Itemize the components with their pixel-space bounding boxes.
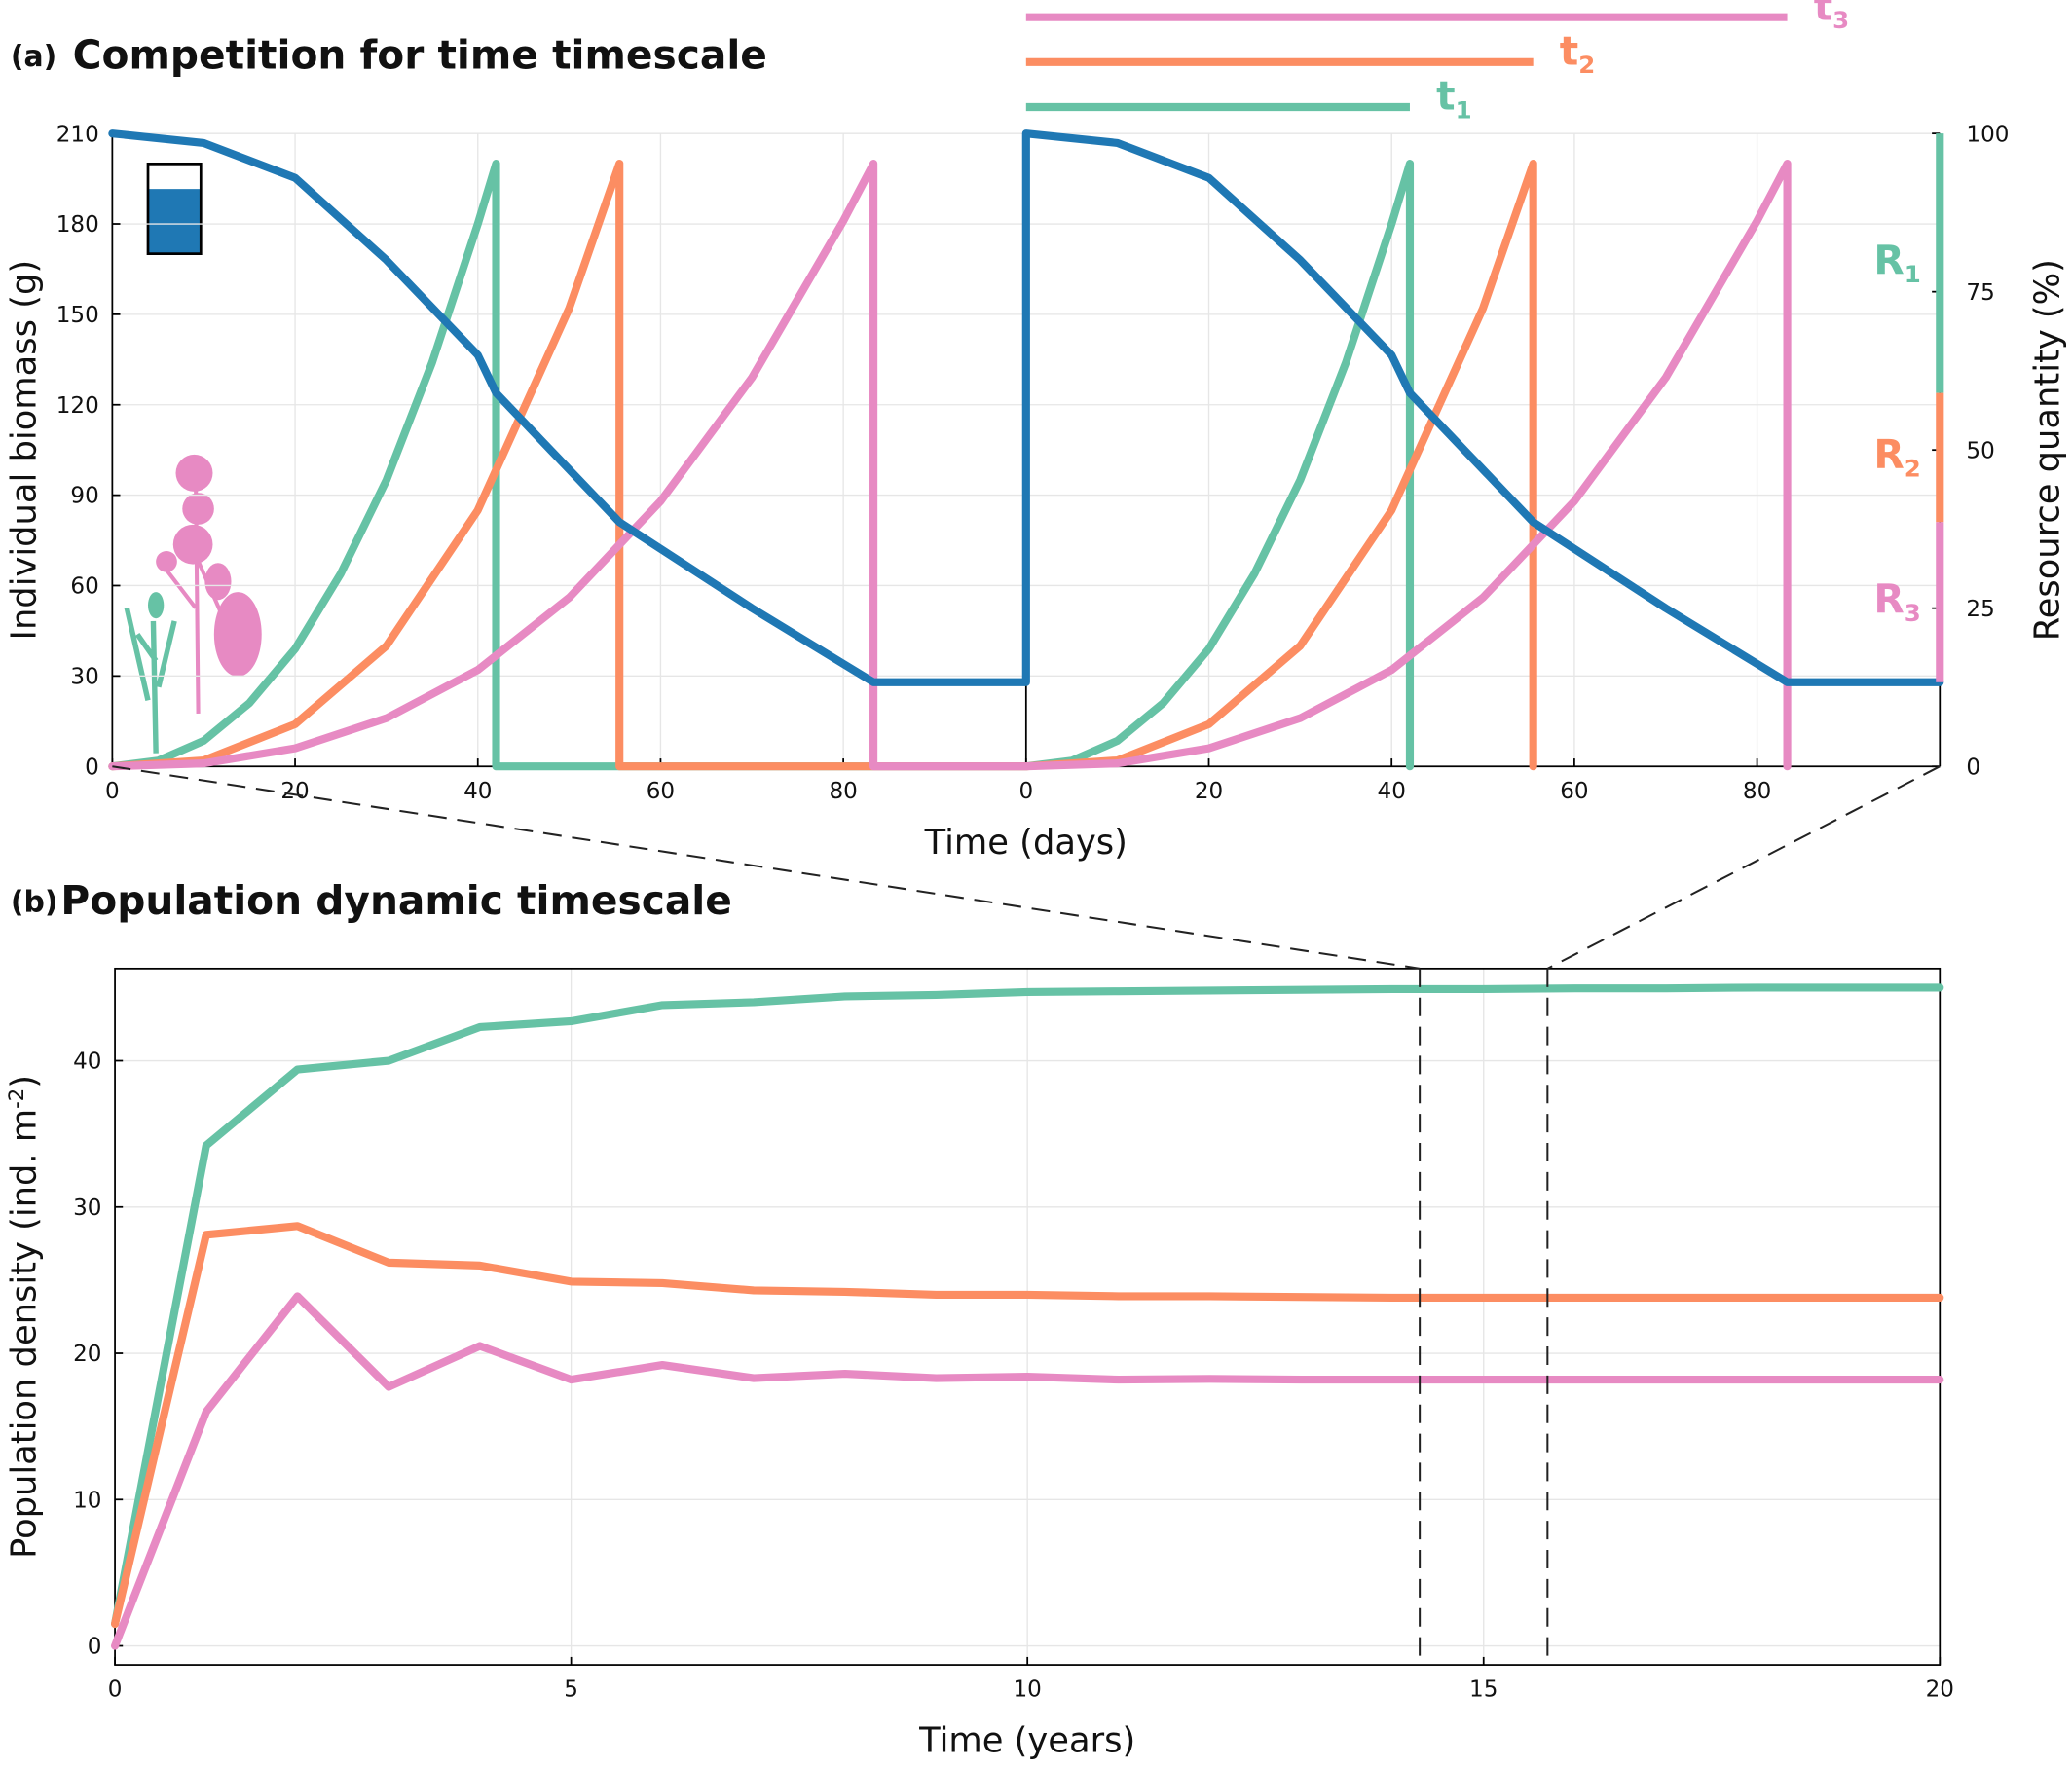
y-tick-label: 90 [70,484,98,509]
resource-label-base: R [1873,575,1904,622]
resource-label-sub: 1 [1905,260,1921,288]
y-tick-label: 10 [73,1488,101,1513]
panel-label: (a) [11,40,56,74]
y-tick-label: 180 [56,212,99,238]
data-line [108,160,1537,771]
x-tick-label: 40 [1378,779,1406,804]
y-tick-label: 0 [85,755,99,780]
x-axis-label: Time (days) [924,823,1128,863]
y-tick-label: 40 [73,1050,101,1075]
bucket-icon [146,163,203,256]
y2-tick-label: 0 [1966,755,1980,780]
chart-title: Population dynamic timescale [60,877,731,924]
x-tick-label: 0 [1018,779,1033,804]
resource-label: R1 [1873,237,1920,288]
duration-label: t3 [1814,0,1849,34]
y2-axis-label: Resource quantity (%) [2027,259,2067,641]
duration-label-base: t [1560,28,1578,75]
y-tick-label: 30 [73,1196,101,1221]
y-axis-label: Population density (ind. m-2) [4,1075,45,1559]
zoom-connector [1546,765,1941,970]
x-tick-label: 80 [829,779,857,804]
x-tick-label: 60 [1560,779,1588,804]
y-tick-label: 210 [56,122,99,147]
data-line [108,129,1944,686]
y-axis-label-part: Population density (ind. m [5,1109,45,1559]
x-tick-label: 5 [564,1677,578,1703]
resource-label-base: R [1873,237,1904,283]
x-tick-label: 0 [108,1677,123,1703]
x-tick-label: 0 [105,779,120,804]
x-tick-label: 20 [1195,779,1223,804]
plant-icon [124,454,262,754]
y2-tick-label: 25 [1966,597,1994,622]
x-axis-label: Time (years) [918,1721,1135,1761]
x-tick-label: 20 [1926,1677,1954,1703]
x-tick-label: 40 [463,779,492,804]
x-tick-label: 20 [280,779,309,804]
data-line [111,983,1944,1629]
data-line [111,1292,1944,1650]
duration-label: t1 [1436,73,1471,125]
resource-label: R2 [1873,431,1920,483]
y-tick-label: 60 [70,574,98,600]
y-tick-label: 150 [56,303,99,328]
x-tick-label: 60 [647,779,675,804]
plot-frame [114,967,1942,1666]
y2-tick-label: 100 [1966,122,2009,147]
duration-label-base: t [1814,0,1832,29]
duration-label-sub: 1 [1456,95,1472,124]
resource-label-sub: 2 [1905,454,1921,482]
y-tick-label: 120 [56,393,99,419]
y-axis-label: Individual biomass (g) [5,260,45,641]
data-line [108,160,1792,771]
resource-label-base: R [1873,431,1904,478]
y-tick-label: 0 [88,1635,102,1660]
panel-label: (b) [11,886,58,920]
y-axis-label-part: ) [5,1075,45,1088]
x-tick-label: 80 [1743,779,1771,804]
x-tick-label: 15 [1469,1677,1498,1703]
chart-title: Competition for time timescale [73,32,767,79]
duration-label: t2 [1560,28,1595,80]
duration-label-base: t [1436,73,1455,120]
duration-label-sub: 2 [1578,51,1595,79]
data-line [111,1222,1944,1629]
y-tick-label: 30 [70,664,98,689]
y2-tick-label: 50 [1966,438,1994,463]
resource-label-sub: 3 [1905,599,1921,627]
x-tick-label: 10 [1013,1677,1041,1703]
y-tick-label: 20 [73,1342,101,1367]
duration-label-sub: 3 [1832,6,1849,34]
y-axis-label-part: -2 [4,1088,28,1109]
zoom-connector [112,765,1421,970]
y2-tick-label: 75 [1966,280,1994,306]
resource-label: R3 [1873,575,1920,627]
